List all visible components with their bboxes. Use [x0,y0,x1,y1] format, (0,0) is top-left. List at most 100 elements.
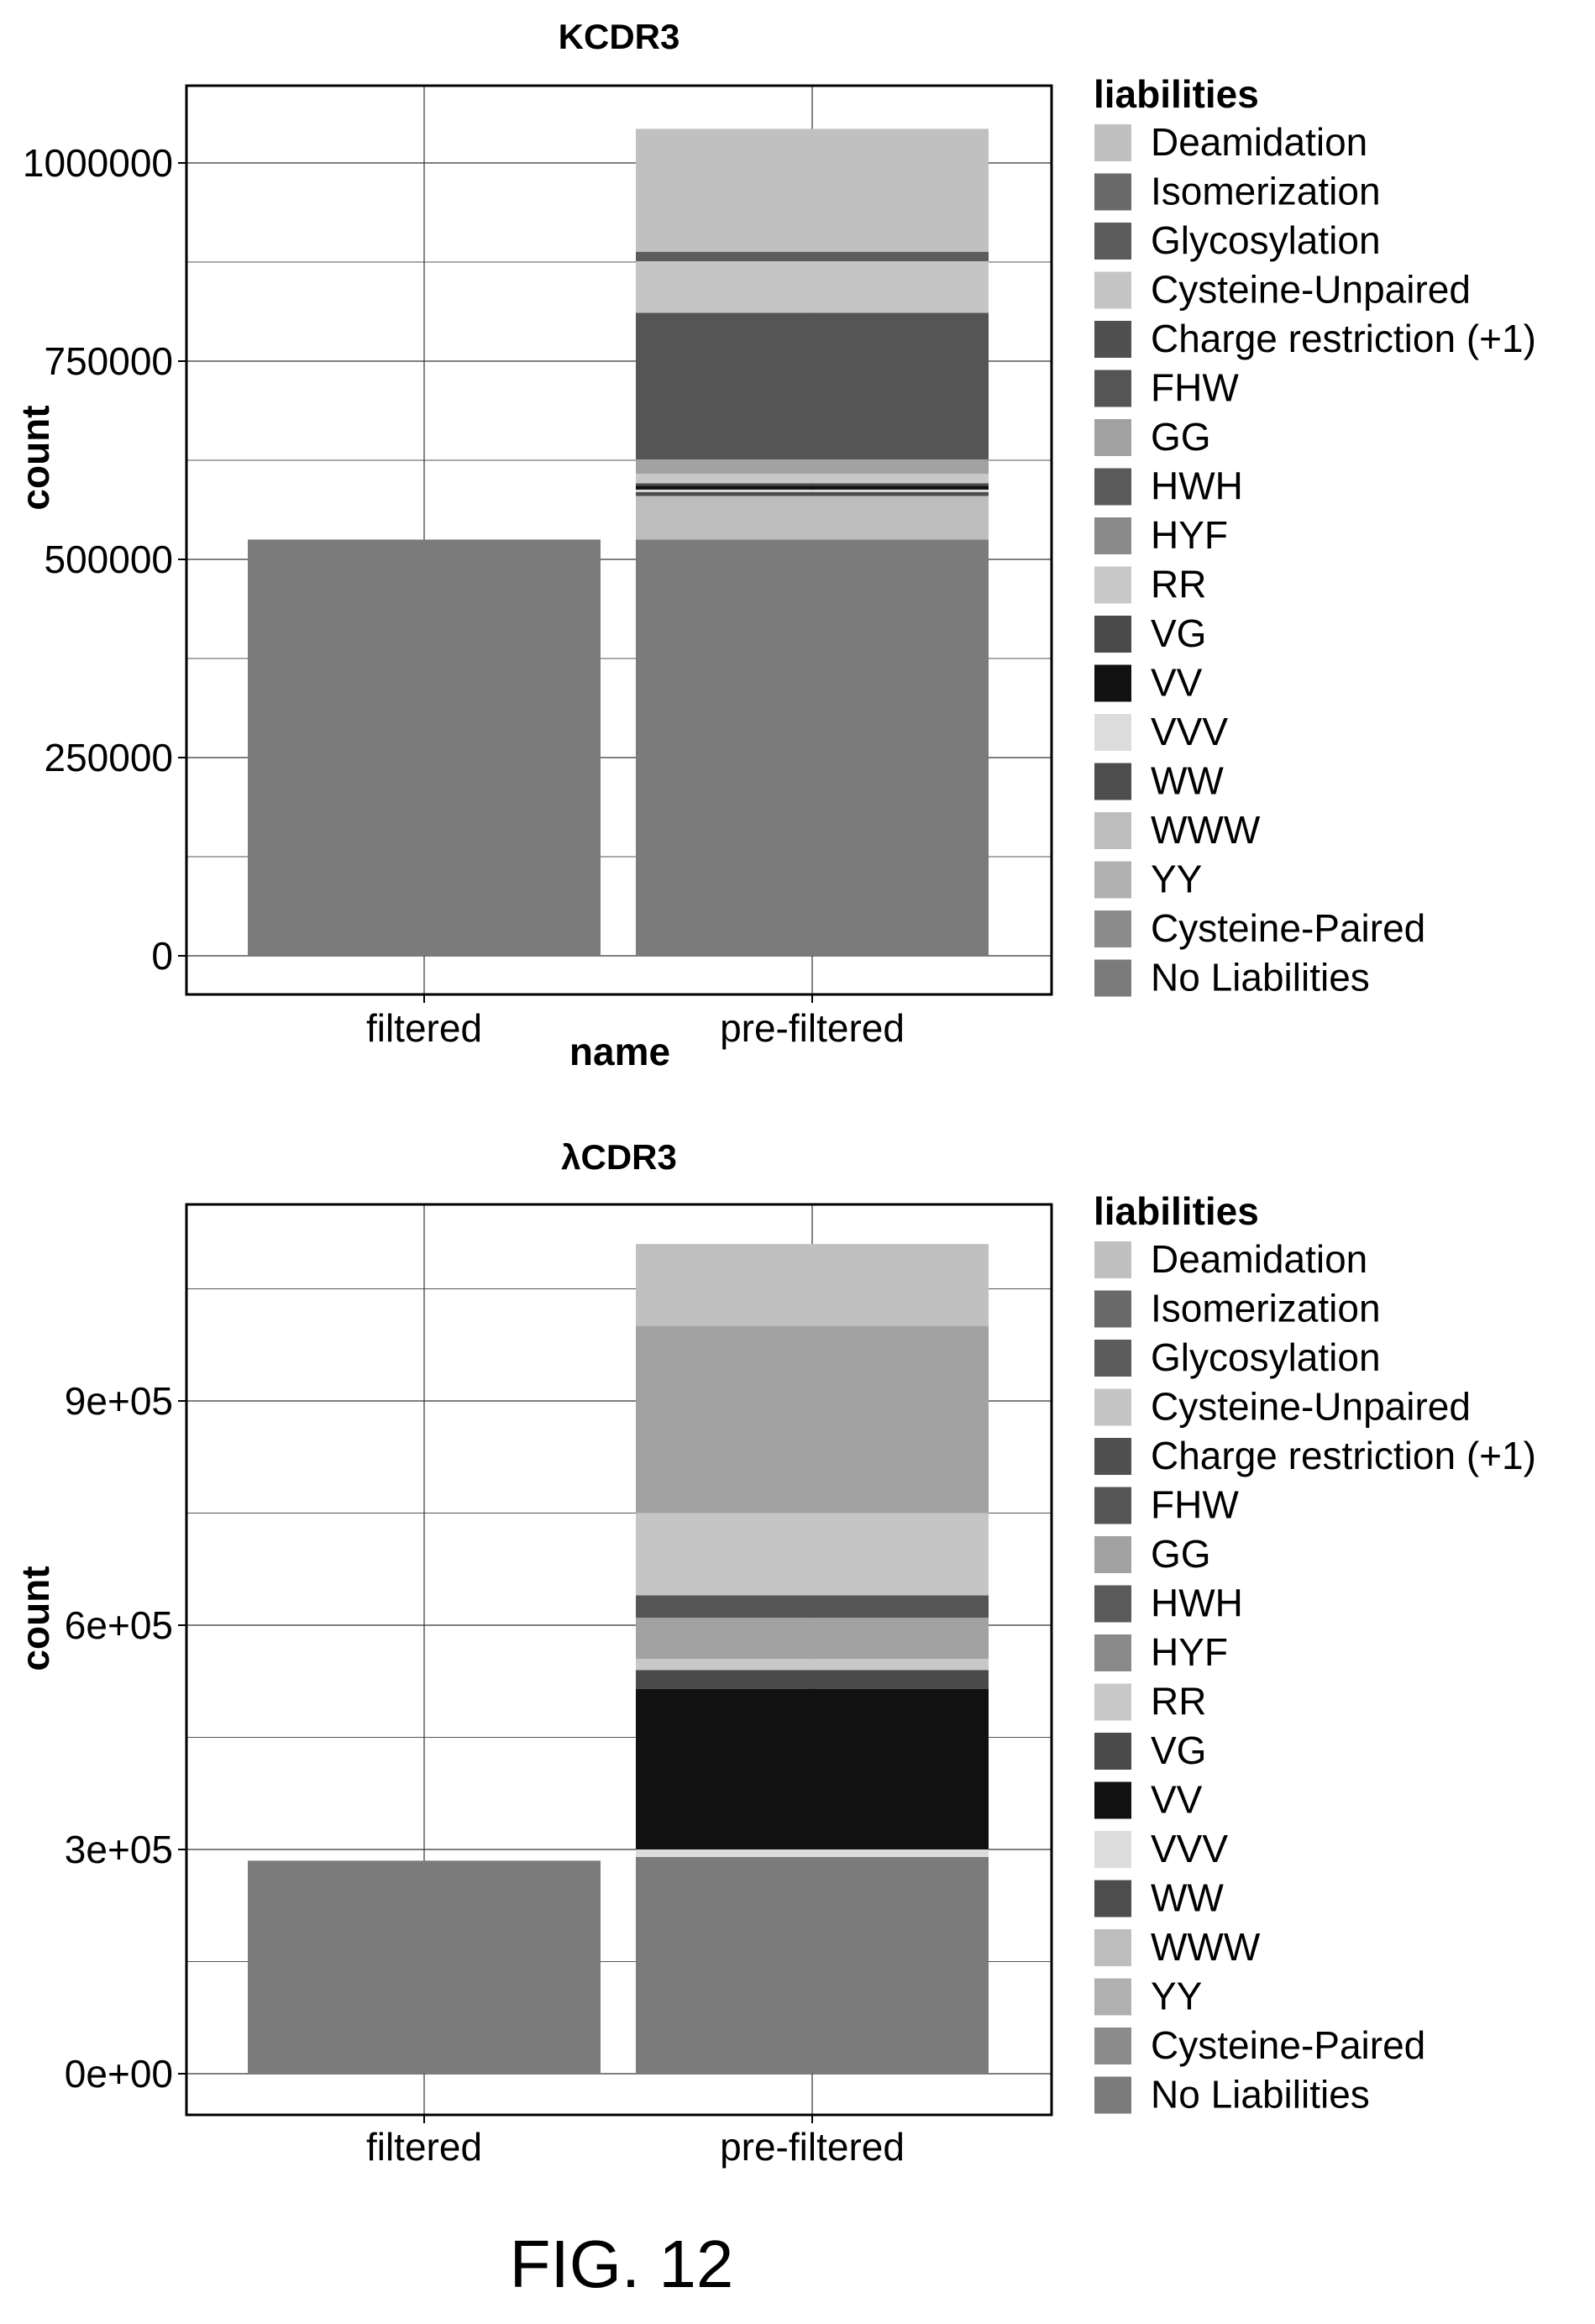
chart2-legend-key [1093,2075,1133,2116]
chart1-panel-border [185,84,1053,996]
chart2-legend-key [1093,1878,1133,1919]
chart1-legend-key [1093,761,1133,802]
chart2-legend-label: Isomerization [1151,1287,1381,1330]
chart1-bar-segment [636,483,989,486]
chart2-legend-label: RR [1151,1680,1206,1723]
chart2-legend-title: liabilities [1094,1189,1259,1233]
chart1-legend-key [1093,663,1133,704]
chart2-legend-label: FHW [1151,1483,1239,1527]
chart2-legend-key [1093,1485,1133,1526]
chart2-legend-label: VG [1151,1729,1206,1772]
chart1-legend-key [1093,466,1133,507]
chart1-legend-key [1093,417,1133,458]
chart1-bar-segment [636,474,989,484]
chart1-legend-key [1093,221,1133,261]
chart1-bar-segment [636,489,989,492]
chart2-legend-key [1093,1633,1133,1673]
chart2-legend-key [1093,1829,1133,1870]
chart1-legend-label: FHW [1151,366,1239,410]
chart1-y-tick-label: 1000000 [23,141,173,185]
chart1-y-tick-label: 750000 [45,339,174,383]
chart1-x-axis-title: name [569,1030,670,1073]
chart2-panel-border [185,1203,1053,2117]
chart2-legend-key [1093,1387,1133,1428]
chart1-bar-segment [636,251,989,262]
chart1-bar-segment [636,496,989,540]
chart2-bar-segment [636,1856,989,2074]
chart1-legend-label: Isomerization [1151,170,1381,213]
chart1-legend-label: No Liabilities [1151,956,1370,999]
chart1-bar-segment [636,261,989,313]
figure-caption: FIG. 12 [509,2227,734,2301]
chart2-legend-label: No Liabilities [1151,2073,1370,2117]
chart2-title: λCDR3 [561,1137,677,1177]
chart1-legend-key [1093,957,1133,999]
chart1-bar-segment [636,491,989,496]
chart2-bar-segment [636,1618,989,1660]
chart1-bar-segment [636,485,989,490]
chart2-legend-key [1093,1288,1133,1330]
chart2-y-tick-label: 6e+05 [65,1603,173,1647]
chart2-legend-key [1093,1338,1133,1378]
chart2-legend-key [1093,1928,1133,1968]
chart1-legend-key [1093,319,1133,359]
chart1-legend-label: WW [1151,759,1224,803]
chart1-legend-label: WWW [1151,808,1261,852]
chart2-legend-key [1093,1436,1133,1477]
chart2-legend-key [1093,1583,1133,1624]
chart2-y-tick-label: 3e+05 [65,1828,173,1871]
chart2-bar-segment [636,1659,989,1671]
chart2-legend-label: Glycosylation [1151,1335,1381,1379]
chart2-legend-key [1093,1240,1133,1280]
chart1-legend-key [1093,123,1133,163]
chart1-y-tick-label: 0 [151,934,173,978]
chart2-y-tick-label: 0e+00 [65,2052,173,2096]
chart2-bar-segment [636,1513,989,1596]
chart2-bar-segment [636,1670,989,1689]
chart2-legend-key [1093,2026,1133,2066]
chart2-legend-label: VVV [1151,1827,1228,1870]
chart1-x-tick-label: filtered [366,1006,482,1050]
chart1-legend-label: YY [1151,858,1202,901]
chart2-legend-label: HWH [1151,1582,1243,1625]
chart2-legend-label: WW [1151,1876,1224,1920]
chart1-bar-segment [248,539,601,956]
chart1-legend-label: VV [1151,661,1203,705]
chart2-legend-label: YY [1151,1975,1202,2018]
chart1-legend-key [1093,811,1133,851]
chart1-legend-label: GG [1151,415,1211,459]
chart1-legend-label: VVV [1151,710,1228,753]
chart1-y-tick-label: 500000 [45,538,174,581]
chart1-legend-key [1093,368,1133,409]
chart2-legend-key [1093,1976,1133,2017]
chart1-bar-segment [636,129,989,252]
chart2-legend-label: Charge restriction (+1) [1151,1434,1536,1477]
chart2-legend-label: Deamidation [1151,1237,1367,1281]
chart2-bar-segment [636,1244,989,1326]
chart1-bar-segment [636,539,989,956]
chart1-legend-key [1093,270,1133,311]
chart1-legend-key [1093,614,1133,654]
chart1-legend-key [1093,564,1133,606]
chart2-legend-key [1093,1780,1133,1821]
chart2-bar-segment [636,1326,989,1513]
chart1-legend-label: Cysteine-Paired [1151,906,1425,950]
chart1-legend-key [1093,859,1133,900]
chart2-x-tick-label: filtered [366,2125,482,2169]
chart1-y-axis-title: count [13,405,57,510]
chart2-y-tick-label: 9e+05 [65,1379,173,1423]
chart2-y-axis-title: count [13,1566,57,1671]
chart2-legend-label: WWW [1151,1925,1261,1969]
chart2-legend-label: GG [1151,1532,1211,1576]
chart1-y-tick-label: 250000 [45,736,174,779]
chart1-legend-key [1093,171,1133,212]
chart1-legend-label: HYF [1151,513,1228,557]
chart2-legend-key [1093,1731,1133,1771]
chart2-legend-label: VV [1151,1778,1203,1822]
chart2-legend-key [1093,1534,1133,1575]
chart1-legend-key [1093,516,1133,556]
chart1-legend-title: liabilities [1094,72,1259,116]
chart1-legend-key [1093,909,1133,949]
chart1-bar-segment [636,312,989,460]
